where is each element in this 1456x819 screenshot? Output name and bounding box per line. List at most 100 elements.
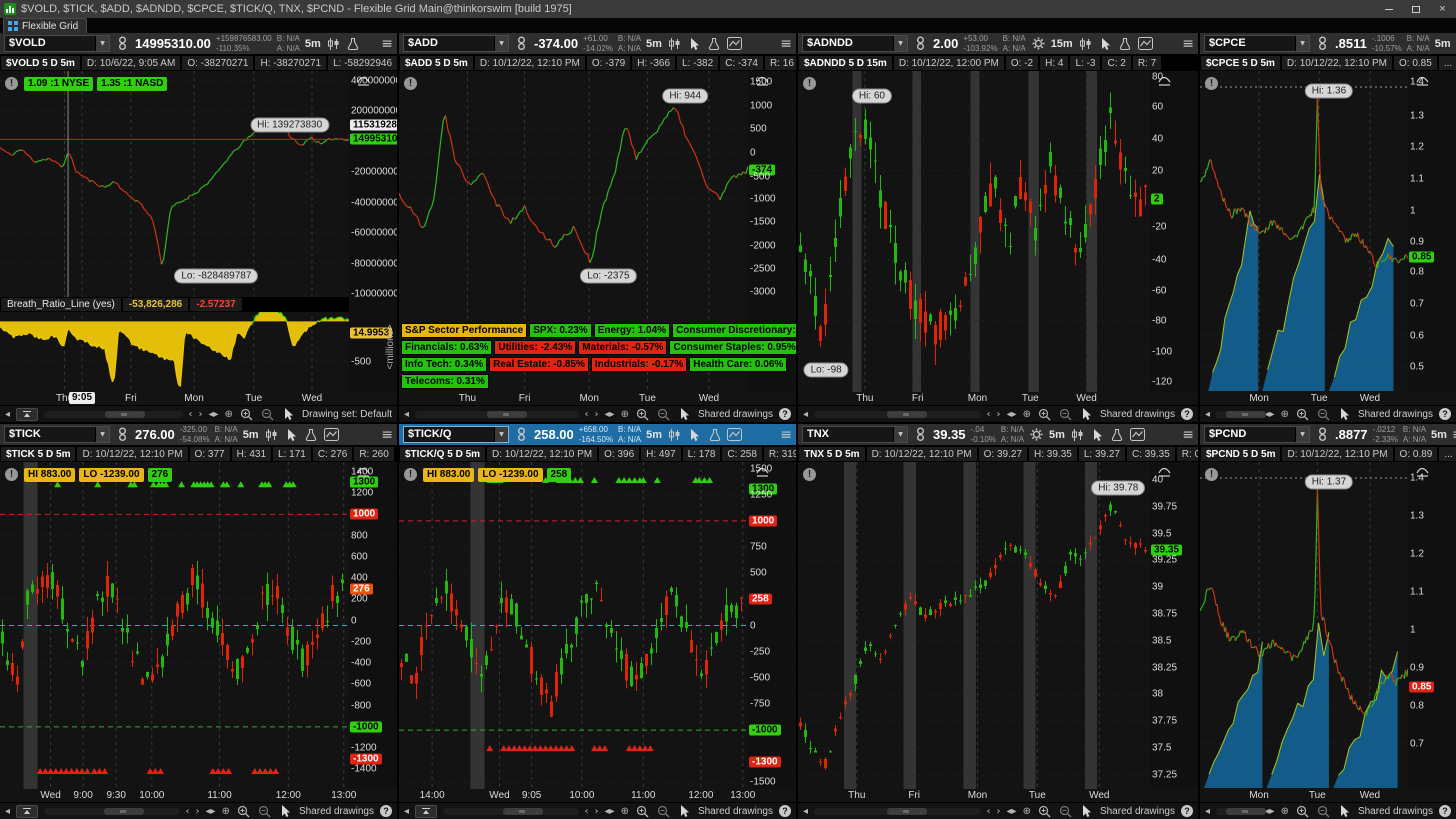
zoom-out-button[interactable] (257, 803, 272, 819)
timeframe-button[interactable]: 5m (242, 428, 259, 441)
crosshair-button[interactable]: ⊕ (224, 408, 233, 420)
zoom-out-button[interactable] (1316, 803, 1331, 819)
cursor-button[interactable] (1079, 406, 1094, 422)
pan-left-button[interactable]: ‹ (584, 408, 589, 420)
price-plot[interactable] (399, 462, 748, 789)
symbol-select[interactable]: $PCND ▼ (1204, 426, 1310, 443)
pan-left-button[interactable]: ‹ (584, 805, 589, 817)
scroll-left-button[interactable]: ◂ (803, 805, 809, 817)
studies-tool-icon[interactable] (727, 427, 743, 443)
axis-settings-icon[interactable] (1415, 74, 1430, 92)
cursor-tool-icon[interactable] (1098, 36, 1113, 52)
symbol-select[interactable]: $TICK ▼ (4, 426, 110, 443)
patterns-tool-icon[interactable] (1078, 36, 1093, 52)
scrollbar-thumb[interactable] (103, 807, 144, 815)
minimize-button[interactable] (1375, 0, 1402, 18)
link-icon[interactable] (1315, 36, 1330, 52)
shared-drawings-button[interactable]: Shared drawings (1357, 408, 1433, 420)
pan-both-button[interactable]: ◂▸ (208, 408, 219, 420)
patterns-tool-icon[interactable] (264, 427, 279, 443)
flask-tool-icon[interactable] (1118, 36, 1133, 52)
help-icon[interactable]: ? (1439, 805, 1451, 817)
axis-settings-icon[interactable] (1157, 465, 1172, 483)
zoom-out-button[interactable] (656, 803, 671, 819)
menu-icon[interactable]: ≡ (780, 426, 792, 443)
pan-both-button[interactable]: ◂▸ (604, 805, 615, 817)
y-axis[interactable]: 400000000 200000000 115319285 14995310 -2000… (349, 71, 397, 392)
link-icon[interactable] (1315, 427, 1330, 443)
cursor-tool-icon[interactable] (284, 427, 299, 443)
scrollbar[interactable] (44, 410, 183, 418)
flask-tool-icon[interactable] (304, 427, 319, 443)
cursor-tool-icon[interactable] (1090, 427, 1105, 443)
help-icon[interactable]: ? (1181, 805, 1193, 817)
scrollbar[interactable] (1216, 410, 1266, 418)
zoom-in-button[interactable] (236, 803, 251, 819)
y-axis[interactable]: 1.4 1.3 1.2 1.1 1 0.9 0.85 0.8 0.7 0.6 0.5 (1408, 71, 1456, 392)
studies-tool-icon[interactable] (323, 427, 339, 443)
shared-drawings-button[interactable]: Shared drawings (697, 805, 773, 817)
scrollbar-thumb[interactable] (486, 410, 527, 418)
tab-flexible-grid[interactable]: Flexible Grid (3, 18, 88, 33)
patterns-tool-icon[interactable] (667, 36, 682, 52)
price-plot[interactable] (1200, 71, 1408, 392)
gear-icon[interactable] (1029, 427, 1044, 443)
help-icon[interactable]: ? (380, 805, 392, 817)
scroll-left-button[interactable]: ◂ (1205, 805, 1211, 817)
jump-latest-button[interactable] (16, 804, 39, 818)
crosshair-button[interactable]: ⊕ (1022, 805, 1031, 817)
scrollbar[interactable] (1216, 807, 1266, 815)
symbol-select[interactable]: $VOLD ▼ (4, 35, 110, 52)
shared-drawings-button[interactable]: Shared drawings (1099, 805, 1175, 817)
close-button[interactable]: × (1439, 3, 1446, 15)
cursor-button[interactable] (278, 803, 293, 819)
crosshair-button[interactable]: ⊕ (1280, 408, 1289, 420)
link-icon[interactable] (913, 427, 928, 443)
shared-drawings-button[interactable]: Shared drawings (1099, 408, 1175, 420)
scroll-left-button[interactable]: ◂ (404, 408, 410, 420)
help-icon[interactable]: ? (779, 408, 791, 420)
y-axis[interactable]: 1400 1300 1200 1000 800 600 400 276 200 0 -200 -400… (349, 462, 397, 789)
zoom-in-button[interactable] (1295, 406, 1310, 422)
scrollbar-thumb[interactable] (887, 807, 928, 815)
scrollbar[interactable] (814, 410, 981, 418)
shared-drawings-button[interactable]: Shared drawings (1357, 805, 1433, 817)
cursor-button[interactable] (1079, 803, 1094, 819)
cursor-tool-icon[interactable] (687, 427, 702, 443)
menu-icon[interactable]: ≡ (780, 35, 792, 52)
crosshair-button[interactable]: ⊕ (1022, 408, 1031, 420)
pan-both-button[interactable]: ◂▸ (1264, 805, 1275, 817)
pan-left-button[interactable]: ‹ (986, 408, 991, 420)
shared-drawings-button[interactable]: Shared drawings (697, 408, 773, 420)
y-axis[interactable]: 1500 1000 500 0 -374 -500 -1000 -1500 -2000 -2500… (748, 71, 796, 392)
pan-right-button[interactable]: › (195, 805, 200, 817)
warning-icon[interactable]: ! (1205, 77, 1218, 90)
pan-both-button[interactable]: ◂▸ (1006, 408, 1017, 420)
jump-latest-button[interactable] (16, 407, 39, 421)
jump-latest-button[interactable] (415, 804, 438, 818)
flask-tool-icon[interactable] (1110, 427, 1125, 443)
menu-icon[interactable]: ≡ (1182, 35, 1194, 52)
zoom-in-button[interactable] (1037, 803, 1052, 819)
zoom-out-button[interactable] (260, 406, 275, 422)
pan-right-button[interactable]: › (996, 805, 1001, 817)
warning-icon[interactable]: ! (803, 468, 816, 481)
scroll-left-button[interactable]: ◂ (404, 805, 410, 817)
cursor-tool-icon[interactable] (687, 36, 702, 52)
cursor-button[interactable] (677, 803, 692, 819)
scrollbar-thumb[interactable] (1225, 410, 1266, 418)
patterns-tool-icon[interactable] (326, 36, 341, 52)
crosshair-button[interactable]: ⊕ (1280, 805, 1289, 817)
studies-tool-icon[interactable] (1137, 36, 1153, 52)
pan-left-button[interactable]: ‹ (185, 805, 190, 817)
link-icon[interactable] (115, 36, 130, 52)
help-icon[interactable]: ? (1181, 408, 1193, 420)
timeframe-button[interactable]: 5m (646, 37, 662, 50)
scrollbar[interactable] (814, 807, 981, 815)
scroll-left-button[interactable]: ◂ (1205, 408, 1211, 420)
symbol-select[interactable]: TNX ▼ (802, 426, 908, 443)
cursor-button[interactable] (1337, 803, 1352, 819)
warning-icon[interactable]: ! (404, 77, 417, 90)
shared-drawings-button[interactable]: Shared drawings (298, 805, 374, 817)
scrollbar[interactable] (44, 807, 180, 815)
